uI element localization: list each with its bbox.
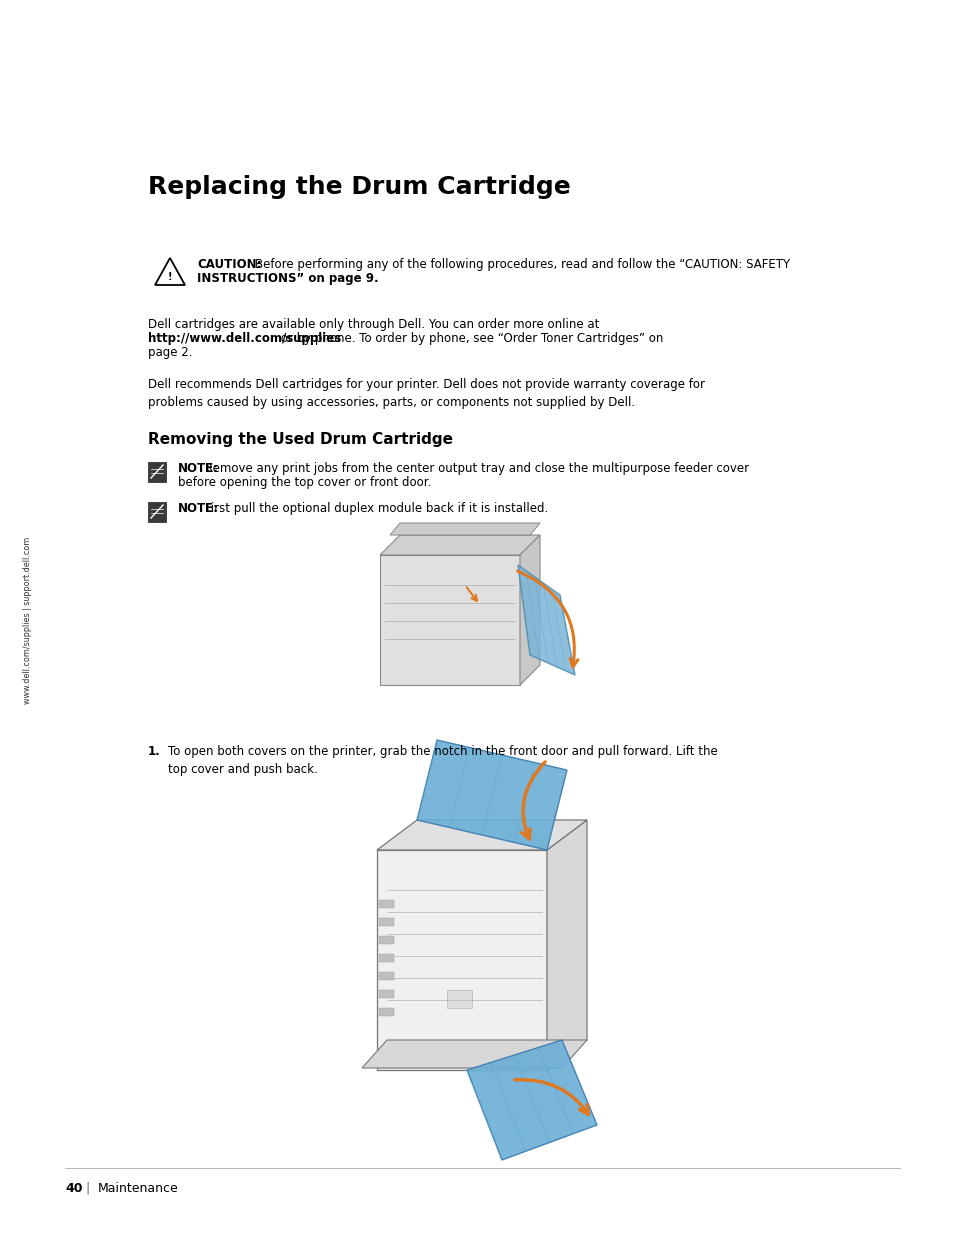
Polygon shape <box>467 1040 597 1160</box>
FancyBboxPatch shape <box>378 990 394 998</box>
Text: http://www.dell.com/supplies: http://www.dell.com/supplies <box>148 332 341 345</box>
FancyBboxPatch shape <box>378 1008 394 1016</box>
Text: Before performing any of the following procedures, read and follow the “CAUTION:: Before performing any of the following p… <box>254 258 789 270</box>
Text: NOTE:: NOTE: <box>178 462 219 475</box>
Polygon shape <box>376 820 586 850</box>
Polygon shape <box>390 522 539 535</box>
Text: Dell recommends Dell cartridges for your printer. Dell does not provide warranty: Dell recommends Dell cartridges for your… <box>148 378 704 409</box>
FancyBboxPatch shape <box>148 462 166 482</box>
Text: INSTRUCTIONS” on page 9.: INSTRUCTIONS” on page 9. <box>196 272 378 285</box>
Text: 1.: 1. <box>148 745 161 758</box>
Polygon shape <box>517 564 575 676</box>
Text: Maintenance: Maintenance <box>98 1182 178 1195</box>
Polygon shape <box>379 555 519 685</box>
FancyBboxPatch shape <box>148 501 166 522</box>
Text: |: | <box>85 1182 90 1195</box>
Polygon shape <box>376 850 546 1070</box>
Polygon shape <box>546 820 586 1070</box>
FancyBboxPatch shape <box>378 972 394 981</box>
Polygon shape <box>519 535 539 685</box>
Text: First pull the optional duplex module back if it is installed.: First pull the optional duplex module ba… <box>205 501 548 515</box>
FancyBboxPatch shape <box>378 900 394 908</box>
Text: NOTE:: NOTE: <box>178 501 219 515</box>
Text: Remove any print jobs from the center output tray and close the multipurpose fee: Remove any print jobs from the center ou… <box>205 462 748 475</box>
FancyBboxPatch shape <box>378 936 394 944</box>
FancyBboxPatch shape <box>378 918 394 926</box>
Text: To open both covers on the printer, grab the notch in the front door and pull fo: To open both covers on the printer, grab… <box>168 745 717 776</box>
Polygon shape <box>361 1040 586 1068</box>
Text: before opening the top cover or front door.: before opening the top cover or front do… <box>178 475 431 489</box>
Polygon shape <box>379 535 539 555</box>
Text: page 2.: page 2. <box>148 346 193 359</box>
Text: CAUTION:: CAUTION: <box>196 258 261 270</box>
Text: Replacing the Drum Cartridge: Replacing the Drum Cartridge <box>148 175 570 199</box>
Text: !: ! <box>168 272 172 282</box>
Text: www.dell.com/supplies | support.dell.com: www.dell.com/supplies | support.dell.com <box>24 536 32 704</box>
Text: Removing the Used Drum Cartridge: Removing the Used Drum Cartridge <box>148 432 453 447</box>
Polygon shape <box>416 740 566 850</box>
FancyBboxPatch shape <box>447 990 472 1008</box>
Text: 40: 40 <box>65 1182 82 1195</box>
FancyBboxPatch shape <box>378 953 394 962</box>
Text: or by phone. To order by phone, see “Order Toner Cartridges” on: or by phone. To order by phone, see “Ord… <box>277 332 663 345</box>
Text: Dell cartridges are available only through Dell. You can order more online at: Dell cartridges are available only throu… <box>148 317 598 331</box>
